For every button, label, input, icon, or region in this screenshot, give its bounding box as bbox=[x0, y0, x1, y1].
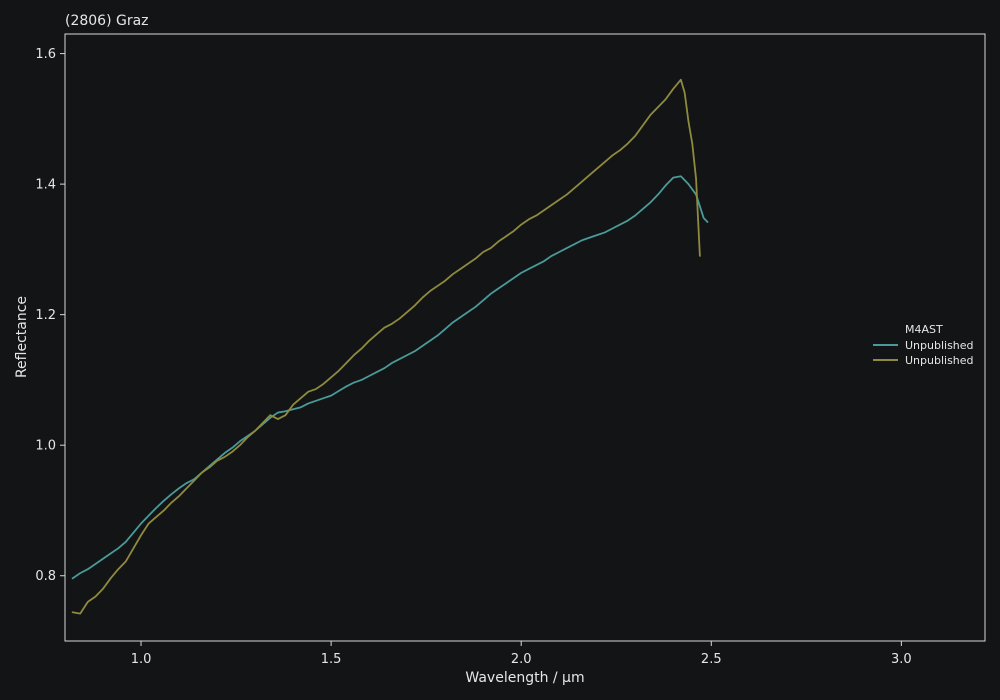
y-tick-label: 1.2 bbox=[35, 308, 56, 323]
x-tick-label: 2.5 bbox=[701, 652, 722, 667]
y-axis-ticks: 0.8 1.0 1.2 1.4 1.6 bbox=[35, 47, 65, 584]
legend-label-2: Unpublished bbox=[905, 354, 974, 367]
legend: M4AST Unpublished Unpublished bbox=[873, 323, 974, 367]
series-line-1 bbox=[71, 175, 709, 580]
x-tick-label: 3.0 bbox=[891, 652, 912, 667]
x-axis-label: Wavelength / µm bbox=[465, 670, 584, 686]
y-tick-label: 1.6 bbox=[35, 47, 56, 62]
chart-title: (2806) Graz bbox=[65, 13, 149, 29]
series-line-2 bbox=[71, 78, 701, 615]
x-axis-ticks: 1.0 1.5 2.0 2.5 3.0 bbox=[131, 641, 912, 667]
y-axis-label: Reflectance bbox=[14, 296, 30, 378]
x-tick-label: 1.0 bbox=[131, 652, 152, 667]
y-tick-label: 1.0 bbox=[35, 439, 56, 454]
plot-frame bbox=[64, 33, 986, 642]
y-tick-label: 0.8 bbox=[35, 569, 56, 584]
series-layer bbox=[71, 78, 709, 615]
x-tick-label: 2.0 bbox=[511, 652, 532, 667]
y-tick-label: 1.4 bbox=[35, 178, 56, 193]
legend-title: M4AST bbox=[905, 323, 943, 336]
legend-label-1: Unpublished bbox=[905, 339, 974, 352]
x-tick-label: 1.5 bbox=[321, 652, 342, 667]
